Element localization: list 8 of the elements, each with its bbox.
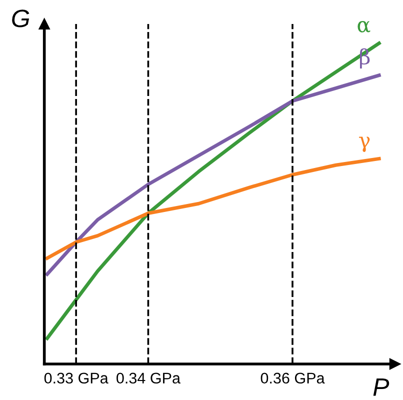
x-tick-label: 0.36 GPa	[260, 372, 325, 384]
series-label: α	[358, 21, 370, 32]
x-tick-label: 0.34 GPa	[116, 372, 180, 384]
x-axis-title: P	[373, 378, 390, 396]
series-label: β	[360, 48, 370, 69]
y-axis-title: G	[12, 10, 30, 28]
series-label: γ	[359, 136, 370, 152]
x-tick-label: 0.33 GPa	[44, 372, 108, 384]
